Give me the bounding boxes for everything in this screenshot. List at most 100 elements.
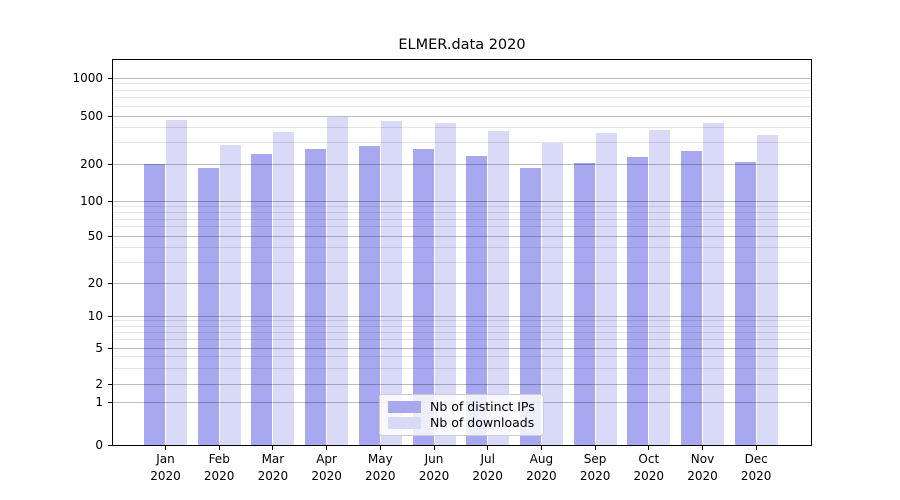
bar-downloads-mar [273, 131, 295, 445]
bar-downloads-feb [219, 144, 241, 445]
bar-distinct-ips-aug [519, 167, 541, 445]
x-tick-label-line: 2020 [203, 469, 235, 483]
x-tick-label-feb: Feb 2020 [189, 451, 249, 485]
x-tick-label-line: Jan [156, 452, 175, 466]
bar-downloads-dec [756, 135, 778, 445]
x-tick-label-line: Nov [690, 452, 715, 466]
x-tick-mark [218, 446, 220, 450]
bar-downloads-jan [166, 120, 187, 445]
y-tick-mark [108, 315, 112, 317]
y-tick-label: 1 [95, 394, 103, 409]
y-tick-label: 10 [87, 308, 103, 323]
y-tick-label: 20 [87, 275, 103, 290]
bar-distinct-ips-mar [251, 154, 273, 445]
x-tick-label-nov: Nov 2020 [673, 451, 733, 485]
x-tick-label-jul: Jul 2020 [458, 451, 518, 485]
bar-downloads-oct [649, 129, 671, 445]
legend-item-downloads: Nb of downloads [388, 415, 535, 431]
y-tick-mark [108, 282, 112, 284]
x-tick-label-oct: Oct 2020 [619, 451, 679, 485]
minor-gridline [113, 83, 811, 85]
minor-gridline [113, 97, 811, 99]
x-tick-mark [326, 446, 328, 450]
y-tick-label: 5 [95, 340, 103, 355]
legend-swatch-distinct-ips [388, 401, 421, 413]
y-tick-mark [108, 115, 112, 117]
x-tick-label-apr: Apr 2020 [297, 451, 357, 485]
x-tick-label-line: Sep [583, 452, 607, 466]
bar-distinct-ips-may [358, 145, 380, 445]
x-tick-mark [594, 446, 596, 450]
x-tick-label-line: Mar [261, 452, 285, 466]
y-tick-label: 200 [80, 156, 103, 171]
bar-distinct-ips-oct [627, 157, 649, 445]
x-tick-label-line: Jul [480, 452, 495, 466]
x-tick-label-line: May [367, 452, 393, 466]
x-tick-label-line: Apr [316, 452, 337, 466]
x-tick-label-line: 2020 [526, 469, 557, 483]
x-tick-mark [272, 446, 274, 450]
bar-downloads-may [380, 121, 402, 445]
x-tick-label-jan: Jan 2020 [136, 451, 196, 485]
y-tick-mark [108, 401, 112, 403]
bar-downloads-jun [434, 122, 456, 445]
bar-distinct-ips-jan [144, 163, 165, 445]
y-tick-label: 50 [87, 228, 103, 243]
x-tick-mark [433, 446, 435, 450]
x-tick-label-line: 2020 [311, 469, 342, 483]
x-tick-label-line: 2020 [150, 469, 181, 483]
bar-distinct-ips-sep [573, 163, 595, 445]
x-tick-label-dec: Dec 2020 [726, 451, 786, 485]
plot-area: Nb of distinct IPs Nb of downloads [112, 59, 812, 446]
x-tick-label-line: 2020 [633, 469, 665, 483]
major-gridline [113, 77, 811, 79]
y-tick-mark [108, 235, 112, 237]
bar-distinct-ips-jul [466, 155, 488, 445]
y-tick-mark [108, 347, 112, 349]
x-tick-label-line: 2020 [740, 469, 772, 483]
bar-distinct-ips-feb [197, 168, 219, 445]
minor-gridline [113, 105, 811, 107]
x-tick-mark [487, 446, 489, 450]
y-tick-mark [108, 444, 112, 446]
x-tick-label-line: 2020 [365, 469, 396, 483]
x-tick-mark [755, 446, 757, 450]
bar-downloads-jul [488, 130, 510, 445]
bar-downloads-nov [703, 122, 724, 445]
legend: Nb of distinct IPs Nb of downloads [379, 394, 544, 436]
x-tick-label-line: Dec [744, 452, 768, 466]
x-tick-label-mar: Mar 2020 [243, 451, 303, 485]
x-tick-label-line: 2020 [579, 469, 611, 483]
bar-distinct-ips-nov [681, 151, 702, 445]
chart-title: ELMER.data 2020 [398, 37, 526, 53]
y-tick-label: 100 [80, 193, 103, 208]
y-tick-label: 0 [95, 437, 103, 452]
legend-label-downloads: Nb of downloads [430, 415, 535, 430]
y-tick-mark [108, 163, 112, 165]
x-tick-mark [648, 446, 650, 450]
y-tick-mark [108, 77, 112, 79]
x-tick-label-jun: Jun 2020 [404, 451, 464, 485]
bar-downloads-aug [541, 142, 563, 445]
minor-gridline [113, 89, 811, 91]
bar-distinct-ips-apr [305, 149, 327, 445]
y-tick-mark [108, 383, 112, 385]
bar-distinct-ips-jun [412, 148, 434, 445]
x-tick-mark [379, 446, 381, 450]
x-tick-label-line: Jun [424, 452, 444, 466]
legend-item-distinct-ips: Nb of distinct IPs [388, 399, 535, 415]
y-tick-label: 2 [95, 376, 103, 391]
major-gridline [113, 115, 811, 117]
legend-swatch-downloads [388, 417, 421, 429]
x-tick-label-line: Oct [638, 452, 660, 466]
bar-downloads-apr [327, 117, 349, 445]
y-tick-label: 1000 [72, 70, 103, 85]
x-tick-label-may: May 2020 [350, 451, 410, 485]
x-tick-mark [540, 446, 542, 450]
x-tick-label-aug: Aug 2020 [511, 451, 571, 485]
x-tick-label-line: 2020 [418, 469, 450, 483]
x-tick-label-line: 2020 [257, 469, 289, 483]
x-tick-label-line: Feb [208, 452, 230, 466]
bar-distinct-ips-dec [734, 162, 756, 445]
